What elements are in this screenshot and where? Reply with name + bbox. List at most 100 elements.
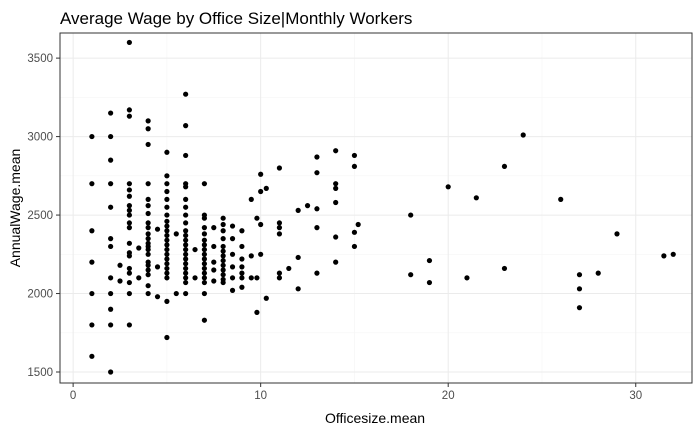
data-point — [145, 225, 151, 231]
data-point — [126, 279, 132, 286]
data-point — [220, 267, 226, 273]
data-point — [239, 256, 245, 262]
data-point — [239, 228, 245, 234]
data-point — [276, 220, 283, 226]
data-point — [314, 154, 320, 160]
data-point — [201, 246, 208, 253]
data-point — [89, 228, 95, 234]
data-point — [201, 261, 208, 267]
data-point — [501, 265, 508, 272]
data-point — [464, 275, 470, 281]
data-point — [126, 107, 132, 113]
data-point — [183, 123, 189, 129]
data-point — [108, 157, 114, 163]
y-tick-label: 2000 — [27, 289, 53, 301]
data-point — [333, 259, 339, 265]
data-point — [117, 262, 123, 268]
data-point — [164, 242, 170, 248]
data-point — [220, 253, 226, 259]
x-tick-label: 0 — [70, 390, 76, 402]
data-point — [164, 275, 170, 281]
data-point — [108, 236, 114, 242]
data-point — [220, 243, 226, 250]
data-point — [126, 181, 132, 187]
data-point — [108, 322, 114, 328]
data-point — [164, 223, 170, 229]
data-point — [164, 188, 170, 195]
data-point — [661, 253, 667, 259]
data-point — [145, 267, 151, 273]
data-point — [314, 270, 320, 276]
data-point — [220, 257, 226, 264]
data-point — [164, 218, 170, 224]
y-tick-label: 3500 — [27, 53, 53, 65]
data-point — [89, 322, 95, 328]
data-point — [164, 173, 170, 179]
data-point — [201, 265, 208, 272]
data-point — [145, 262, 151, 268]
data-point — [333, 185, 339, 191]
data-point — [220, 248, 226, 254]
x-axis-label: Officesize.mean — [325, 410, 425, 426]
data-point — [164, 212, 170, 218]
data-point — [276, 270, 283, 276]
data-point — [295, 254, 301, 261]
data-point — [276, 231, 283, 237]
data-point — [201, 251, 208, 257]
data-point — [145, 246, 151, 253]
data-point — [239, 275, 245, 281]
data-point — [248, 275, 254, 281]
data-point — [89, 259, 95, 265]
data-point — [126, 39, 132, 46]
data-point — [183, 242, 189, 248]
data-point — [108, 110, 114, 116]
data-point — [201, 290, 208, 297]
data-point — [211, 259, 217, 265]
data-point — [248, 253, 254, 259]
data-point — [183, 246, 189, 253]
data-point — [211, 243, 217, 250]
data-point — [258, 171, 264, 177]
data-point — [164, 237, 170, 243]
axes: 0 10 20 30 1500 2000 2500 3000 3500 — [27, 53, 642, 402]
data-point — [183, 261, 189, 267]
data-point — [183, 152, 189, 159]
data-point — [201, 225, 208, 231]
data-point — [126, 193, 132, 199]
data-point — [351, 163, 358, 170]
data-point — [126, 207, 132, 213]
data-points — [89, 39, 676, 375]
data-point — [254, 275, 260, 281]
data-point — [183, 279, 189, 286]
data-point — [145, 126, 151, 132]
data-point — [201, 317, 208, 323]
data-point — [145, 181, 151, 187]
data-point — [220, 228, 226, 234]
x-tick-label: 20 — [442, 390, 455, 402]
data-point — [183, 237, 189, 243]
data-point — [333, 199, 339, 206]
data-point — [220, 221, 226, 228]
data-point — [145, 272, 151, 278]
data-point — [576, 272, 583, 278]
data-point — [183, 265, 189, 272]
data-point — [239, 270, 245, 276]
data-point — [192, 246, 198, 253]
data-point — [126, 240, 132, 246]
data-point — [286, 265, 292, 272]
data-point — [220, 279, 226, 286]
data-point — [183, 275, 189, 281]
data-point — [239, 243, 245, 250]
data-point — [276, 165, 283, 171]
data-point — [220, 262, 226, 268]
data-point — [164, 204, 170, 210]
data-point — [445, 184, 451, 190]
data-point — [211, 267, 217, 273]
data-point — [263, 295, 269, 301]
data-point — [136, 245, 142, 251]
data-point — [164, 246, 170, 253]
data-point — [145, 231, 151, 237]
data-point — [201, 237, 208, 243]
data-point — [173, 231, 179, 237]
